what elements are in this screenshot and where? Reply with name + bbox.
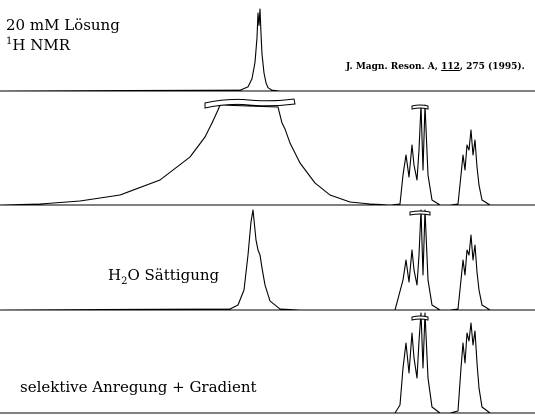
spectrum-full-water-trace (0, 104, 535, 206)
nucleus-label: 1H NMR (6, 36, 70, 54)
break-mark-gradient-spectrum (411, 315, 429, 321)
spectrum-reference-trace (0, 8, 500, 92)
saturation-prefix: H (108, 266, 122, 284)
concentration-text: 20 mM Lösung (6, 16, 120, 34)
saturation-suffix: O Sättigung (127, 266, 220, 284)
reference-prefix: J. Magn. Reson. A, (346, 62, 442, 72)
break-mark-saturated-spectrum (409, 210, 431, 216)
reference-suffix: , 275 (1995). (459, 62, 525, 72)
spectrum-water-saturation-trace (0, 209, 535, 311)
nucleus-superscript: 1 (6, 36, 13, 47)
water-saturation-label: H2O Sättigung (108, 266, 219, 287)
reference-volume: 112 (441, 62, 460, 72)
selective-text: selektive Anregung + Gradient (20, 378, 257, 396)
concentration-label: 20 mM Lösung (6, 16, 120, 34)
break-mark-water-peak (204, 98, 296, 109)
saturation-subscript: 2 (121, 276, 128, 287)
selective-excitation-label: selektive Anregung + Gradient (20, 378, 257, 396)
reference-citation: J. Magn. Reson. A, 112, 275 (1995). (346, 62, 525, 72)
break-mark-main-spectrum (411, 104, 429, 110)
nucleus-text: H NMR (12, 36, 71, 54)
axis-break-marks (204, 98, 431, 321)
spectrum-selective-gradient-trace (0, 312, 535, 414)
